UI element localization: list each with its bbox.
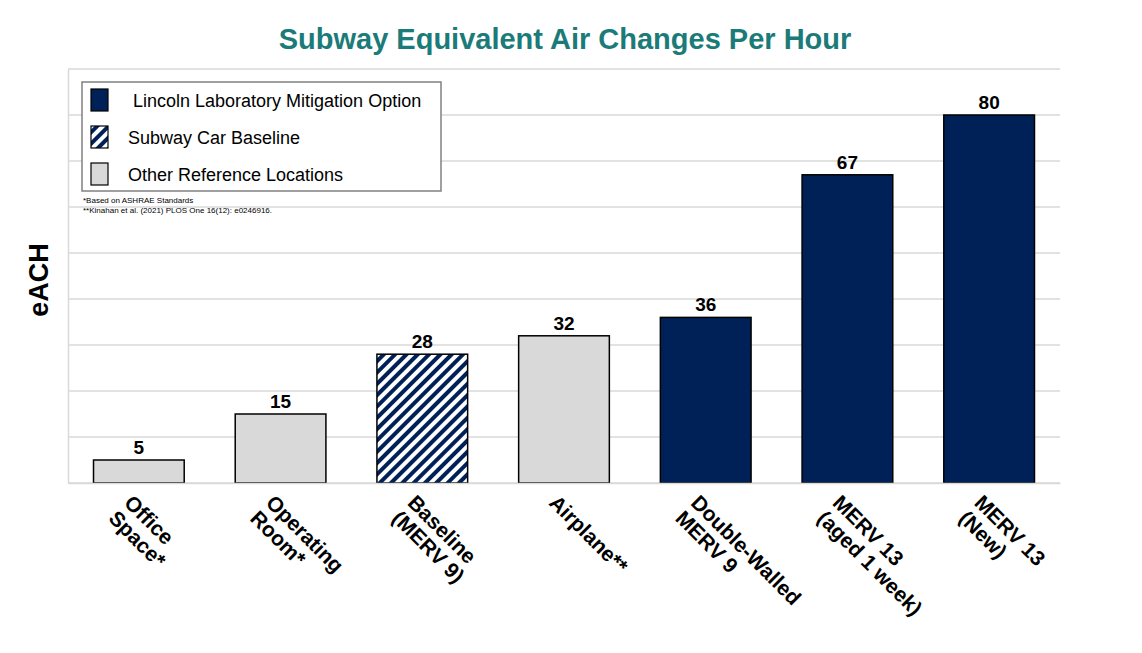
- x-tick: MERV 13(New): [955, 483, 1050, 586]
- data-label: 67: [837, 152, 858, 173]
- grid-line: [68, 68, 1060, 70]
- footnote: *Based on ASHRAE Standards: [83, 196, 193, 205]
- x-tick-label-line: (New): [955, 506, 1012, 563]
- annotations: *Based on ASHRAE Standards**Kinahan et a…: [83, 196, 272, 215]
- grid: [68, 69, 1060, 483]
- x-tick-label: Double-WalledMERV 9: [671, 490, 805, 624]
- legend-swatch: [91, 89, 108, 111]
- grid-line: [68, 298, 1060, 300]
- data-label: 15: [270, 391, 292, 412]
- legend-swatch: [91, 163, 108, 185]
- x-tick-label-line: Airplane**: [545, 490, 633, 578]
- legend-label: Subway Car Baseline: [128, 128, 300, 148]
- chart-title: Subway Equivalent Air Changes Per Hour: [279, 23, 852, 55]
- data-label: 32: [553, 313, 574, 334]
- y-axis: [68, 70, 70, 484]
- data-label: 28: [412, 331, 433, 352]
- chart-container: Subway Equivalent Air Changes Per Hour eA…: [0, 0, 1142, 653]
- y-axis-line: [68, 70, 70, 484]
- data-label: 80: [979, 92, 1000, 113]
- data-label: 5: [134, 437, 145, 458]
- x-tick: Airplane**: [545, 483, 633, 578]
- bar: [94, 460, 185, 483]
- x-tick-label: OfficeSpace*: [105, 490, 187, 572]
- legend-label: Lincoln Laboratory Mitigation Option: [133, 91, 421, 111]
- bar: [802, 175, 893, 483]
- legend-swatch: [91, 126, 108, 148]
- x-tick-label-line: (MERV 9): [388, 506, 469, 587]
- x-tick-label: MERV 13(New): [955, 490, 1050, 585]
- y-axis-title: eACH: [24, 243, 54, 317]
- x-tick: OfficeSpace*: [105, 483, 187, 572]
- bar: [377, 354, 468, 483]
- x-tick-label: MERV 13(aged 1 week): [813, 490, 942, 619]
- bar: [235, 414, 326, 483]
- x-tick-label-line: (aged 1 week): [813, 506, 927, 620]
- footnote: **Kinahan et al. (2021) PLOS One 16(12):…: [83, 206, 272, 215]
- x-tick: OperatingRoom*: [246, 483, 348, 592]
- legend-label: Other Reference Locations: [128, 165, 343, 185]
- x-tick: Double-WalledMERV 9: [671, 483, 805, 625]
- bar: [660, 317, 751, 483]
- x-tick-label: Airplane**: [545, 490, 633, 578]
- x-tick-label-line: Space*: [105, 506, 171, 572]
- x-axis-line: [69, 483, 1061, 485]
- x-tick-label: OperatingRoom*: [246, 490, 348, 592]
- bars: [94, 115, 1035, 483]
- x-tick-label: Baseline(MERV 9): [388, 490, 485, 587]
- x-axis: OfficeSpace* OperatingRoom* Baseline(MERV …: [69, 483, 1061, 625]
- legend: Lincoln Laboratory Mitigation Option Subw…: [82, 82, 441, 191]
- chart-svg: Subway Equivalent Air Changes Per Hour eA…: [0, 0, 1142, 653]
- x-tick-label-line: Room*: [246, 506, 311, 571]
- legend-box: [82, 82, 441, 191]
- x-tick: MERV 13(aged 1 week): [813, 483, 942, 620]
- bar: [519, 336, 610, 483]
- grid-line: [68, 252, 1060, 254]
- bar: [944, 115, 1035, 483]
- x-tick-label-line: MERV 9: [671, 506, 742, 577]
- data-label: 36: [695, 294, 716, 315]
- x-tick: Baseline(MERV 9): [388, 483, 485, 587]
